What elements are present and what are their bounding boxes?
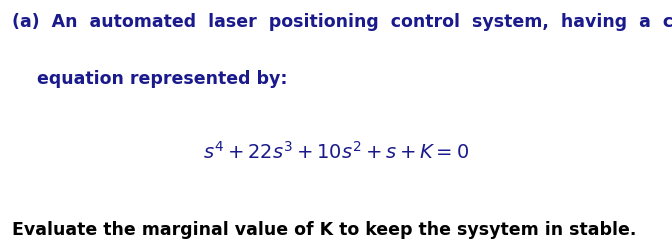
- Text: Evaluate the marginal value of K to keep the sysytem in stable.: Evaluate the marginal value of K to keep…: [12, 220, 636, 238]
- Text: equation represented by:: equation represented by:: [37, 70, 288, 88]
- Text: (a)  An  automated  laser  positioning  control  system,  having  a  characteris: (a) An automated laser positioning contr…: [12, 12, 672, 30]
- Text: $s^4 + 22s^3 + 10s^2 + s + K = 0$: $s^4 + 22s^3 + 10s^2 + s + K = 0$: [203, 140, 469, 162]
